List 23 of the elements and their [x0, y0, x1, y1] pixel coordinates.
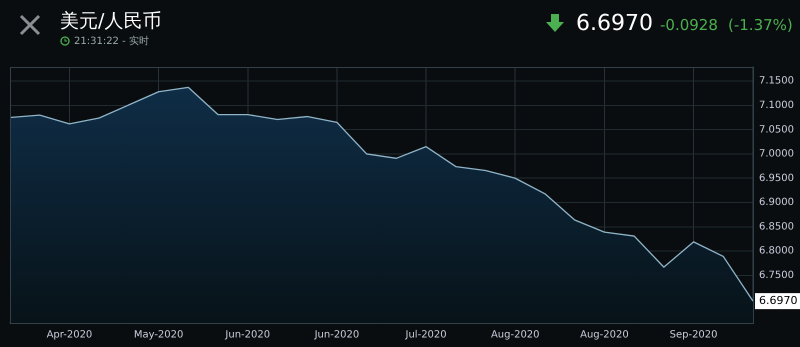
text: (-1.37%): [728, 16, 793, 34]
y-tick-label: 6.9500: [759, 172, 794, 184]
x-tick-label: Apr-2020: [46, 330, 92, 341]
chart-title: 美元/人民币: [60, 9, 162, 34]
x-tick-label: Aug-2020: [490, 330, 540, 341]
text: 6.6970: [759, 294, 798, 307]
x-tick-label: Jun-2020: [314, 330, 360, 341]
y-tick-label: 7.0500: [759, 124, 794, 136]
y-tick-label: 6.7500: [759, 270, 794, 281]
x-tick-label: Jun-2020: [224, 330, 270, 341]
y-tick-label: 6.8500: [759, 221, 794, 232]
y-tick-label: 7.1500: [759, 76, 794, 87]
y-tick-label: 6.8000: [759, 246, 794, 257]
y-tick-label: 7.0000: [759, 148, 794, 160]
x-tick-label: Jul-2020: [404, 330, 447, 341]
x-tick-label: Aug-2020: [580, 330, 629, 341]
y-tick-label: 6.9000: [759, 197, 794, 208]
x-tick-label: May-2020: [134, 330, 184, 341]
text: 6.6970: [576, 11, 653, 36]
chart-subtitle: 21:31:22 - 实时: [74, 34, 149, 48]
text: -0.0928: [660, 16, 718, 34]
x-tick-label: Sep-2020: [670, 330, 718, 341]
y-tick-label: 7.1000: [759, 100, 794, 111]
